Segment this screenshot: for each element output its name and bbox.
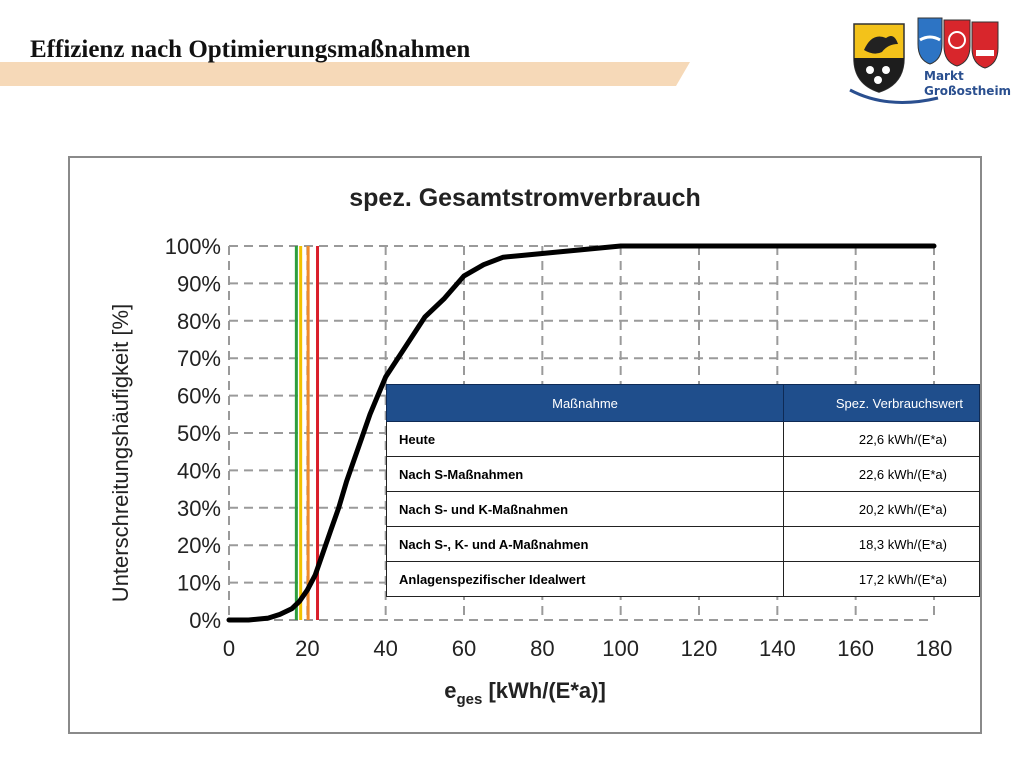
y-tick-label: 40%: [177, 458, 221, 483]
y-tick-label: 60%: [177, 384, 221, 409]
x-axis-label-unit: [kWh/(E*a)]: [482, 678, 605, 703]
table-header-row: Maßnahme Spez. Verbrauchswert: [386, 384, 980, 422]
x-axis-label: eges [kWh/(E*a)]: [444, 678, 606, 708]
y-tick-label: 30%: [177, 496, 221, 521]
title-band: [0, 62, 690, 86]
table-cell-value: 18,3 kWh/(E*a): [783, 526, 980, 562]
logo-text-line2: Großostheim: [924, 84, 1011, 98]
measures-table: Maßnahme Spez. Verbrauchswert Heute 22,6…: [386, 384, 980, 597]
table-cell-measure: Nach S- und K-Maßnahmen: [386, 491, 784, 527]
y-tick-label: 20%: [177, 533, 221, 558]
y-tick-label: 80%: [177, 309, 221, 334]
table-cell-value: 17,2 kWh/(E*a): [783, 561, 980, 597]
x-tick-labels: 0 20 40 60 80 100 120 140 160 180: [223, 636, 952, 661]
x-tick-label: 100: [602, 636, 639, 661]
table-cell-measure: Nach S-Maßnahmen: [386, 456, 784, 492]
y-tick-label: 0%: [189, 608, 221, 633]
x-tick-label: 60: [452, 636, 476, 661]
x-axis-label-main: e: [444, 678, 456, 703]
table-cell-measure: Heute: [386, 421, 784, 457]
y-tick-label: 10%: [177, 571, 221, 596]
x-tick-label: 80: [530, 636, 554, 661]
logo-text-line1: Markt: [924, 69, 964, 83]
table-header-measure: Maßnahme: [386, 384, 784, 422]
x-tick-label: 120: [681, 636, 718, 661]
x-tick-label: 0: [223, 636, 235, 661]
y-tick-labels: 0% 10% 20% 30% 40% 50% 60% 70% 80% 90% 100%: [165, 234, 221, 633]
reference-lines: [294, 246, 320, 620]
x-tick-label: 40: [373, 636, 397, 661]
x-axis-label-subscript: ges: [456, 691, 482, 708]
x-tick-label: 160: [837, 636, 874, 661]
y-tick-label: 50%: [177, 421, 221, 446]
chart-title: spez. Gesamtstromverbrauch: [349, 184, 701, 212]
y-axis-label: Unterschreitungshäufigkeit [%]: [108, 304, 133, 602]
x-tick-label: 140: [759, 636, 796, 661]
table-row: Nach S-, K- und A-Maßnahmen 18,3 kWh/(E*…: [386, 526, 980, 562]
table-cell-value: 22,6 kWh/(E*a): [783, 456, 980, 492]
table-cell-measure: Nach S-, K- und A-Maßnahmen: [386, 526, 784, 562]
table-row: Nach S-Maßnahmen 22,6 kWh/(E*a): [386, 456, 980, 492]
table-row: Anlagenspezifischer Idealwert 17,2 kWh/(…: [386, 561, 980, 597]
table-cell-value: 20,2 kWh/(E*a): [783, 491, 980, 527]
table-row: Heute 22,6 kWh/(E*a): [386, 421, 980, 457]
y-tick-label: 90%: [177, 271, 221, 296]
cumulative-curve: [226, 243, 937, 623]
municipality-logo: Markt Großostheim: [849, 17, 1011, 104]
x-tick-label: 180: [916, 636, 953, 661]
table-row: Nach S- und K-Maßnahmen 20,2 kWh/(E*a): [386, 491, 980, 527]
y-tick-label: 100%: [165, 234, 221, 259]
y-tick-label: 70%: [177, 346, 221, 371]
table-cell-measure: Anlagenspezifischer Idealwert: [386, 561, 784, 597]
table-cell-value: 22,6 kWh/(E*a): [783, 421, 980, 457]
slide-title: Effizienz nach Optimierungsmaßnahmen: [30, 36, 471, 63]
table-header-value: Spez. Verbrauchswert: [783, 384, 980, 422]
x-tick-label: 20: [295, 636, 319, 661]
